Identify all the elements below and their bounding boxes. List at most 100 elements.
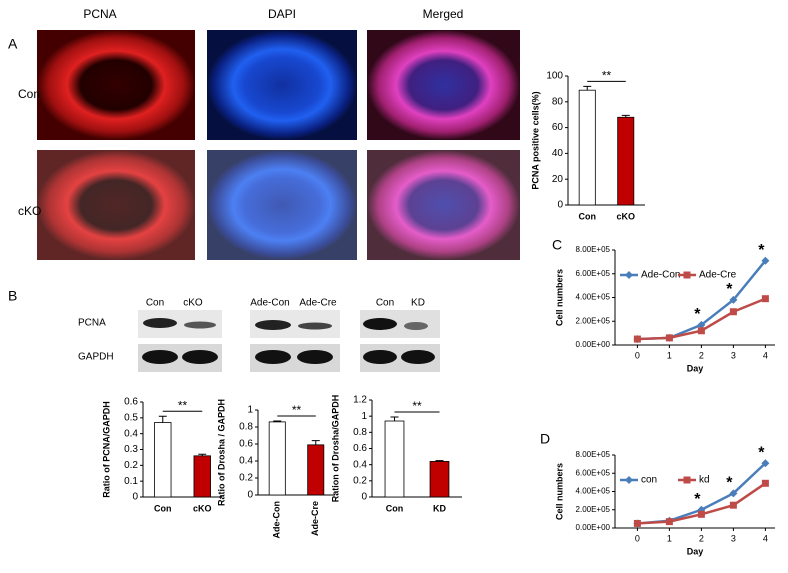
y-tick-label: 0.4: [124, 428, 138, 439]
x-tick-label: 2: [699, 350, 704, 360]
legend-marker: [683, 476, 691, 484]
marker: [633, 335, 641, 343]
x-tick-label: 4: [763, 350, 768, 360]
marker: [761, 459, 770, 468]
y-tick-label: 100: [546, 71, 563, 82]
y-tick-label: 0.6: [124, 397, 138, 408]
x-tick-label: KD: [433, 503, 446, 513]
annotation: *: [726, 281, 733, 298]
y-tick-label: 0.5: [124, 412, 138, 423]
y-axis-label: PCNA positive cells(%): [530, 91, 540, 189]
x-tick-label: cKO: [616, 211, 635, 221]
y-tick-label: 2.00E+05: [576, 505, 611, 514]
bar: [307, 444, 325, 496]
annotation: *: [758, 444, 765, 461]
error-bar: [198, 453, 207, 456]
annotation: *: [694, 491, 701, 508]
annotation: *: [726, 475, 733, 492]
x-tick-label: 1: [667, 533, 672, 543]
x-axis-label: Day: [687, 546, 704, 556]
y-tick-label: 40: [552, 148, 564, 159]
y-tick-label: 4.00E+05: [576, 487, 611, 496]
x-tick-label: 4: [763, 533, 768, 543]
legend-label: con: [641, 475, 657, 486]
y-tick-label: 20: [552, 174, 564, 185]
y-tick-label: 8.00E+05: [576, 450, 611, 459]
legend-label: Ade-Con: [641, 270, 680, 281]
y-axis-label: Ratio of Drosha / GAPDH: [216, 399, 226, 506]
significance-label: **: [292, 403, 302, 417]
x-tick-label: 2: [699, 533, 704, 543]
y-tick-label: 0.2: [124, 460, 138, 471]
bar: [578, 89, 596, 206]
bar: [268, 421, 286, 496]
row-label: Con: [18, 87, 40, 101]
error-bar: [435, 460, 444, 462]
x-tick-label: Ade-Cre: [310, 501, 320, 536]
y-tick-label: 0.00E+00: [576, 523, 611, 532]
y-tick-label: 80: [552, 96, 564, 107]
y-tick-label: 2.00E+05: [576, 316, 611, 325]
significance-label: **: [178, 398, 188, 412]
x-tick-label: 3: [731, 350, 736, 360]
bar: [617, 116, 635, 206]
row-label: PCNA: [78, 318, 106, 329]
y-axis-label: Ration of Drosha/GAPDH: [330, 395, 340, 503]
error-bar: [390, 416, 399, 422]
legend-marker: [683, 271, 691, 279]
y-tick-label: 0.1: [124, 476, 138, 487]
annotation: *: [694, 306, 701, 323]
lane-label: Con: [376, 298, 394, 309]
y-tick-label: 0.8: [239, 422, 253, 433]
error-bar: [273, 420, 282, 422]
error-bar: [311, 440, 320, 445]
y-tick-label: 6.00E+05: [576, 468, 611, 477]
bar: [154, 422, 172, 498]
y-tick-label: 0.4: [353, 459, 367, 470]
lane-label: KD: [411, 298, 425, 309]
marker: [697, 510, 705, 518]
marker: [697, 327, 705, 335]
marker: [729, 295, 738, 304]
marker: [665, 518, 673, 526]
annotation: *: [758, 242, 765, 259]
western-blots: [138, 310, 440, 372]
x-tick-label: Con: [154, 503, 172, 513]
legend-label: kd: [699, 475, 710, 486]
panel-label: C: [552, 237, 562, 253]
x-axis-label: Day: [687, 363, 704, 373]
marker: [729, 489, 738, 498]
bar: [193, 455, 211, 498]
x-tick-label: 0: [635, 533, 640, 543]
y-tick-label: 1.2: [353, 395, 367, 406]
marker: [633, 519, 641, 527]
marker: [761, 479, 769, 487]
marker: [665, 334, 673, 342]
x-tick-label: cKO: [193, 503, 212, 513]
y-tick-label: 0.2: [353, 475, 367, 486]
x-tick-label: 1: [667, 350, 672, 360]
significance-label: **: [412, 399, 422, 413]
bar: [384, 420, 405, 498]
lane-label: Con: [146, 298, 164, 309]
y-tick-label: 1: [247, 405, 253, 416]
y-tick-label: 0.4: [239, 456, 253, 467]
error-bar: [583, 85, 592, 91]
x-tick-label: Ade-Con: [272, 501, 282, 539]
micrographs: [37, 30, 520, 260]
y-tick-label: 0.6: [353, 443, 367, 454]
y-tick-label: 0: [247, 490, 253, 501]
row-label: GAPDH: [78, 352, 114, 363]
significance-label: **: [602, 68, 612, 82]
row-label: cKO: [18, 204, 41, 218]
x-tick-label: Con: [579, 211, 597, 221]
marker: [697, 320, 706, 329]
marker: [761, 256, 770, 265]
x-tick-label: 3: [731, 533, 736, 543]
y-tick-label: 0: [557, 200, 563, 211]
marker: [761, 295, 769, 303]
marker: [729, 308, 737, 316]
column-label: PCNA: [83, 7, 116, 21]
y-tick-label: 60: [552, 122, 564, 133]
